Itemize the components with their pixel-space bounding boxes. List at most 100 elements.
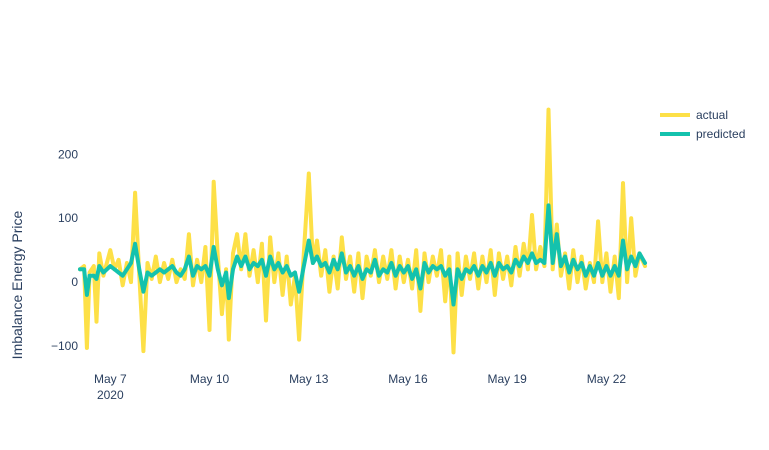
data-point — [643, 264, 647, 268]
data-point — [239, 264, 243, 268]
data-point — [149, 273, 154, 278]
data-point — [542, 261, 547, 265]
legend-item-actual[interactable]: actual — [660, 108, 728, 122]
data-point — [476, 273, 481, 278]
data-point — [455, 251, 460, 256]
y-axis-title: Imbalance Energy Price — [9, 210, 25, 359]
data-point — [289, 273, 293, 278]
data-point — [220, 283, 224, 288]
data-point — [162, 270, 166, 275]
data-point — [301, 267, 306, 272]
data-point — [604, 251, 609, 256]
data-point — [352, 273, 357, 278]
data-point — [497, 261, 501, 265]
data-point — [335, 286, 340, 291]
data-point — [385, 270, 390, 275]
legend-label: actual — [696, 108, 728, 122]
data-point — [563, 254, 567, 259]
data-point — [348, 254, 352, 259]
data-point — [517, 264, 522, 268]
data-point — [327, 270, 332, 275]
data-point — [579, 254, 584, 259]
data-point — [78, 267, 82, 272]
data-point — [112, 267, 117, 272]
data-point — [297, 337, 301, 342]
data-point — [166, 267, 170, 272]
data-point — [352, 289, 357, 294]
x-tick-label: May 16 — [388, 372, 428, 386]
data-point — [235, 232, 239, 236]
data-point — [389, 248, 394, 252]
x-tick-label: May 22 — [587, 372, 627, 386]
data-point — [389, 261, 394, 265]
data-point — [182, 267, 187, 272]
data-point — [92, 264, 96, 268]
data-point — [517, 273, 522, 278]
data-point — [97, 251, 102, 256]
series-actual — [78, 107, 647, 355]
data-point — [431, 264, 435, 268]
legend[interactable]: actual predicted — [660, 108, 745, 141]
data-point — [94, 319, 99, 324]
data-point — [612, 254, 617, 259]
data-point — [276, 261, 281, 265]
data-point — [439, 264, 443, 268]
data-point — [484, 280, 489, 284]
data-point — [319, 264, 324, 268]
data-point — [608, 289, 613, 294]
data-point — [377, 280, 381, 284]
data-point — [235, 254, 239, 259]
data-point — [116, 258, 121, 262]
data-point — [468, 270, 472, 275]
data-point — [468, 277, 472, 281]
data-point — [567, 270, 571, 275]
data-point — [247, 267, 252, 272]
data-point — [546, 107, 551, 112]
data-point — [426, 280, 431, 284]
data-point — [199, 267, 204, 272]
data-point — [575, 267, 580, 272]
data-point — [260, 242, 264, 246]
data-point — [592, 273, 596, 278]
y-tick-label: −100 — [51, 339, 78, 353]
data-point — [559, 264, 563, 268]
data-point — [170, 258, 175, 262]
legend-item-predicted[interactable]: predicted — [660, 127, 745, 141]
data-point — [406, 258, 410, 262]
data-point — [480, 264, 485, 268]
data-point — [276, 251, 281, 256]
series-line-actual[interactable] — [78, 107, 647, 355]
data-point — [534, 261, 538, 265]
data-point — [612, 264, 617, 268]
data-point — [141, 289, 146, 294]
data-point — [315, 254, 319, 259]
data-point — [280, 293, 285, 297]
data-point — [331, 258, 336, 262]
data-point — [588, 264, 592, 268]
data-point — [272, 280, 277, 284]
data-point — [116, 270, 121, 275]
data-point — [472, 251, 476, 256]
data-point — [443, 273, 448, 278]
data-point — [542, 264, 547, 268]
data-point — [191, 283, 195, 288]
data-point — [369, 270, 373, 275]
data-point — [364, 267, 369, 272]
data-point — [220, 312, 224, 316]
data-point — [145, 261, 150, 265]
data-point — [414, 267, 419, 272]
data-point — [162, 261, 166, 265]
data-point — [493, 293, 497, 297]
data-point — [356, 264, 361, 268]
data-point — [397, 254, 402, 259]
data-point — [255, 264, 260, 268]
data-point — [199, 280, 204, 284]
data-point — [410, 286, 414, 291]
data-point — [284, 264, 289, 268]
data-point — [476, 286, 481, 291]
data-point — [268, 254, 273, 259]
data-point — [633, 273, 638, 278]
data-point — [211, 180, 216, 184]
data-point — [101, 270, 106, 275]
